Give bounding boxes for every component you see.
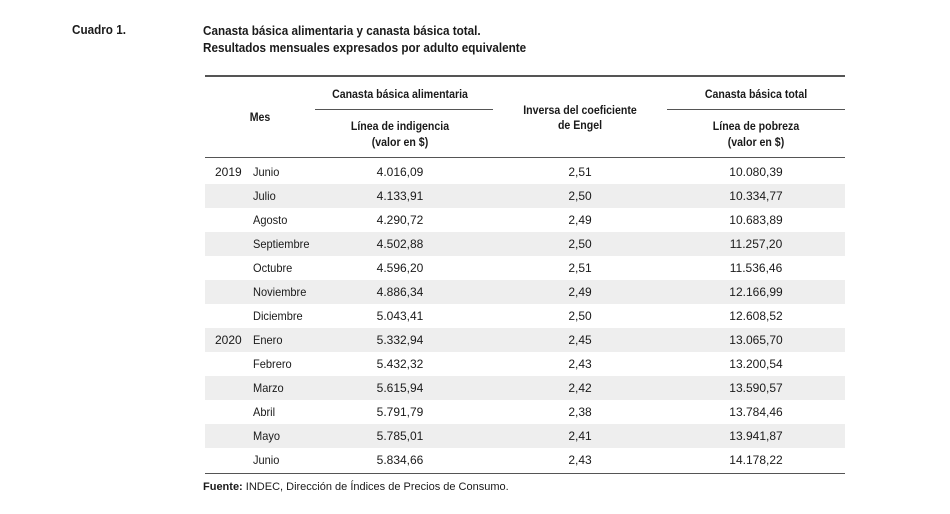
cell-month: Junio (253, 453, 280, 467)
cba-group-rule (315, 109, 493, 110)
cell-cba: 4.596,20 (376, 261, 424, 275)
table-row: Mayo 5.785,01 2,41 13.941,87 (205, 424, 845, 448)
table-row: Octubre 4.596,20 2,51 11.536,46 (205, 256, 845, 280)
table-row: Febrero 5.432,32 2,43 13.200,54 (205, 352, 845, 376)
header-cba-line2: (valor en $) (371, 137, 429, 149)
cbt-group-rule (667, 109, 845, 110)
cell-cbt: 13.784,46 (729, 405, 783, 419)
cell-cbt: 10.080,39 (729, 165, 783, 179)
header-engel-line1: Inversa del coeficiente (523, 105, 637, 117)
cell-engel: 2,43 (568, 357, 592, 371)
cell-cba: 4.133,91 (376, 189, 424, 203)
header-cba-group: Canasta básica alimentaria (332, 89, 468, 101)
cell-engel: 2,42 (568, 381, 592, 395)
cell-month: Julio (253, 189, 276, 203)
table-row: Julio 4.133,91 2,50 10.334,77 (205, 184, 845, 208)
cell-cba: 5.834,66 (376, 453, 424, 467)
cell-cba: 4.886,34 (376, 285, 424, 299)
header-engel-line2: de Engel (557, 120, 603, 132)
table-row: Septiembre 4.502,88 2,50 11.257,20 (205, 232, 845, 256)
cell-engel: 2,45 (568, 333, 592, 347)
cell-cbt: 10.334,77 (729, 189, 783, 203)
cell-engel: 2,51 (568, 165, 592, 179)
cell-engel: 2,38 (568, 405, 592, 419)
source-note: Fuente: INDEC, Dirección de Índices de P… (203, 481, 509, 493)
cell-cbt: 12.166,99 (729, 285, 783, 299)
title-block: Canasta básica alimentaria y canasta bás… (203, 22, 562, 56)
cell-cba: 4.016,09 (376, 165, 424, 179)
cell-year: 2019 (215, 165, 242, 179)
cell-month: Mayo (253, 429, 280, 443)
cell-cba: 5.785,01 (376, 429, 424, 443)
cell-cba: 5.615,94 (376, 381, 424, 395)
cell-engel: 2,50 (568, 309, 592, 323)
top-rule (205, 75, 845, 77)
cell-engel: 2,41 (568, 429, 592, 443)
table-row: Noviembre 4.886,34 2,49 12.166,99 (205, 280, 845, 304)
source-text: INDEC, Dirección de Índices de Precios d… (242, 481, 509, 493)
table-title: Canasta básica alimentaria y canasta bás… (203, 23, 481, 38)
cell-engel: 2,50 (568, 189, 592, 203)
cell-cba: 4.502,88 (376, 237, 424, 251)
source-label: Fuente: (203, 481, 243, 493)
table-row: Diciembre 5.043,41 2,50 12.608,52 (205, 304, 845, 328)
table-row: 2020 Enero 5.332,94 2,45 13.065,70 (205, 328, 845, 352)
cell-cba: 4.290,72 (376, 213, 424, 227)
cell-engel: 2,50 (568, 237, 592, 251)
cell-cba: 5.791,79 (376, 405, 424, 419)
header-cba-line1: Línea de indigencia (350, 121, 450, 133)
table-subtitle: Resultados mensuales expresados por adul… (203, 40, 527, 55)
cell-month: Junio (253, 165, 280, 179)
cell-cba: 5.432,32 (376, 357, 424, 371)
cell-cbt: 14.178,22 (729, 453, 783, 467)
cell-engel: 2,43 (568, 453, 592, 467)
cell-month: Agosto (253, 213, 288, 227)
cell-cbt: 11.536,46 (729, 261, 783, 275)
cell-cbt: 13.200,54 (729, 357, 783, 371)
table-number: Cuadro 1. (72, 22, 126, 37)
cell-engel: 2,51 (568, 261, 592, 275)
cell-year: 2020 (215, 333, 242, 347)
header-rule (205, 157, 845, 158)
cell-cbt: 10.683,89 (729, 213, 783, 227)
table-row: Marzo 5.615,94 2,42 13.590,57 (205, 376, 845, 400)
header-cbt-group: Canasta básica total (704, 89, 808, 101)
table-row: Abril 5.791,79 2,38 13.784,46 (205, 400, 845, 424)
table-row: Agosto 4.290,72 2,49 10.683,89 (205, 208, 845, 232)
cell-month: Noviembre (253, 285, 307, 299)
table-row: Junio 5.834,66 2,43 14.178,22 (205, 448, 845, 472)
cell-engel: 2,49 (568, 213, 592, 227)
cell-month: Enero (253, 333, 283, 347)
header-cbt-line1: Línea de pobreza (712, 121, 800, 133)
cell-month: Abril (253, 405, 276, 419)
header-cbt-line2: (valor en $) (727, 137, 785, 149)
cell-cbt: 12.608,52 (729, 309, 783, 323)
cell-cbt: 13.065,70 (729, 333, 783, 347)
cell-cbt: 13.590,57 (729, 381, 783, 395)
cell-cba: 5.332,94 (376, 333, 424, 347)
cell-cbt: 11.257,20 (729, 237, 783, 251)
cell-month: Febrero (253, 357, 292, 371)
table-body: 2019 Junio 4.016,09 2,51 10.080,39 Julio 4.13… (205, 160, 845, 472)
cell-month: Diciembre (253, 309, 303, 323)
table-row: 2019 Junio 4.016,09 2,51 10.080,39 (205, 160, 845, 184)
cell-cbt: 13.941,87 (729, 429, 783, 443)
cell-cba: 5.043,41 (376, 309, 424, 323)
cell-engel: 2,49 (568, 285, 592, 299)
header-mes: Mes (249, 112, 271, 124)
cell-month: Septiembre (253, 237, 310, 251)
cell-month: Octubre (253, 261, 293, 275)
cell-month: Marzo (253, 381, 284, 395)
bottom-rule (205, 473, 845, 474)
